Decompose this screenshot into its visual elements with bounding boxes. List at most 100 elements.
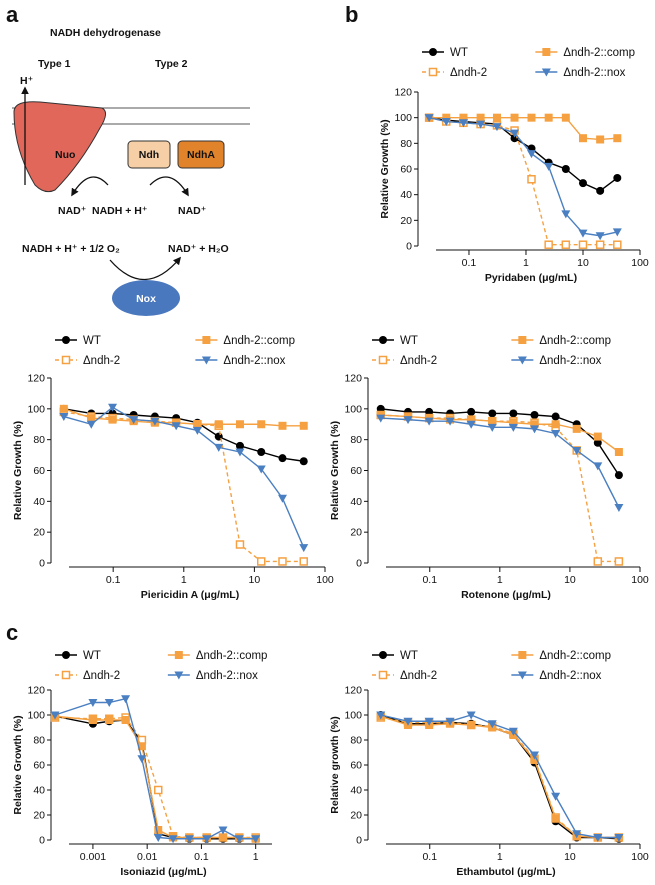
data-point [424,417,434,426]
data-point [551,420,560,429]
data-point [551,814,560,823]
data-point [544,162,554,171]
data-point [87,414,96,423]
y-axis-label: Relative Growth (%) [379,119,391,218]
legend-label: Δndh-2::nox [539,670,601,682]
x-tick-label: 0.1 [422,574,437,586]
data-point [561,165,570,173]
data-point [277,494,287,503]
legend-label: Δndh-2 [83,355,120,367]
data-point [593,557,603,566]
data-point [299,557,308,566]
data-point [561,113,570,122]
x-tick-label: 0.001 [80,851,106,863]
x-tick-label: 1 [497,574,503,586]
data-point [467,415,476,424]
data-point [614,834,624,842]
data-point [235,448,245,457]
chart: 0 20 40 60 80 100 120 0.1 1 10 100 Piericidin A (μg… [12,335,334,601]
data-point [510,129,520,138]
data-point [108,403,118,412]
data-point [578,240,588,249]
y-tick-label: 40 [350,496,362,508]
data-point [150,417,160,426]
data-point [214,443,224,452]
y-tick-label: 80 [350,434,362,446]
legend-label: Δndh-2::comp [539,650,611,662]
reaction-arrow [149,176,189,197]
y-tick-label: 100 [344,710,362,722]
x-tick-label: 1 [497,851,503,863]
chart: 0 20 40 60 80 100 120 0.1 1 10 100 Rotenone (μg/mL)… [329,335,649,601]
series-line [428,116,618,246]
data-point [458,119,468,128]
data-point [234,835,244,844]
data-point [466,711,476,720]
data-point [613,134,622,143]
y-tick-label: 20 [33,527,45,539]
panel-label: a [6,2,19,27]
data-point [613,173,622,182]
data-point [442,113,451,122]
data-point [476,113,485,122]
legend-marker [61,670,71,680]
legend-marker [517,671,527,680]
data-point [121,716,130,724]
data-point [488,417,497,426]
data-point [257,448,266,456]
series-line [428,116,618,237]
data-point [614,504,624,512]
y-tick-label: 120 [394,87,412,99]
y-axis-label: Relative Growth (%) [12,715,24,814]
data-point [193,420,202,429]
x-tick-label: 100 [631,574,649,586]
legend-label: WT [83,335,101,347]
legend-label: WT [400,335,418,347]
data-point [509,409,518,418]
series-line [380,715,619,839]
x-tick-label: 0.1 [422,851,437,863]
y-tick-label: 60 [350,760,362,772]
data-point [544,113,553,122]
legend-label: Δndh-2 [83,670,120,682]
y-tick-label: 120 [27,685,45,697]
legend-marker [429,48,437,56]
data-point [595,232,605,241]
data-point [492,123,502,132]
y-tick-label: 100 [27,710,45,722]
y-tick-label: 0 [356,835,362,847]
ndha-box [177,140,225,169]
y-tick-label: 20 [33,810,45,822]
ndh-label: Ndh [139,149,159,161]
legend-marker [428,67,438,77]
x-tick-label: 1 [253,851,259,863]
x-tick-label: 100 [316,574,334,586]
nadh-label: NADH + H⁺ [92,205,147,217]
data-point [561,210,571,219]
data-point [137,742,146,751]
data-point [466,420,476,429]
data-point [527,175,536,184]
diagram-title: NADH dehydrogenase [50,27,161,39]
data-point [614,557,624,566]
data-point [593,462,603,471]
data-point [530,425,540,434]
data-point [596,135,605,144]
y-tick-label: 40 [400,189,412,201]
data-point [59,404,68,413]
legend-marker [378,670,388,680]
y-tick-label: 120 [27,373,45,385]
legend-marker [518,336,527,344]
legend-label: Δndh-2 [400,670,437,682]
data-point [376,414,386,423]
data-point [578,134,587,143]
data-point [104,699,114,707]
legend-label: Δndh-2::comp [223,335,295,347]
type-label: Type 1 [38,58,71,70]
data-point [544,240,553,249]
proton-label: H⁺ [20,75,33,87]
data-point [527,150,537,159]
legend-marker [201,356,211,365]
y-tick-label: 100 [394,112,412,124]
